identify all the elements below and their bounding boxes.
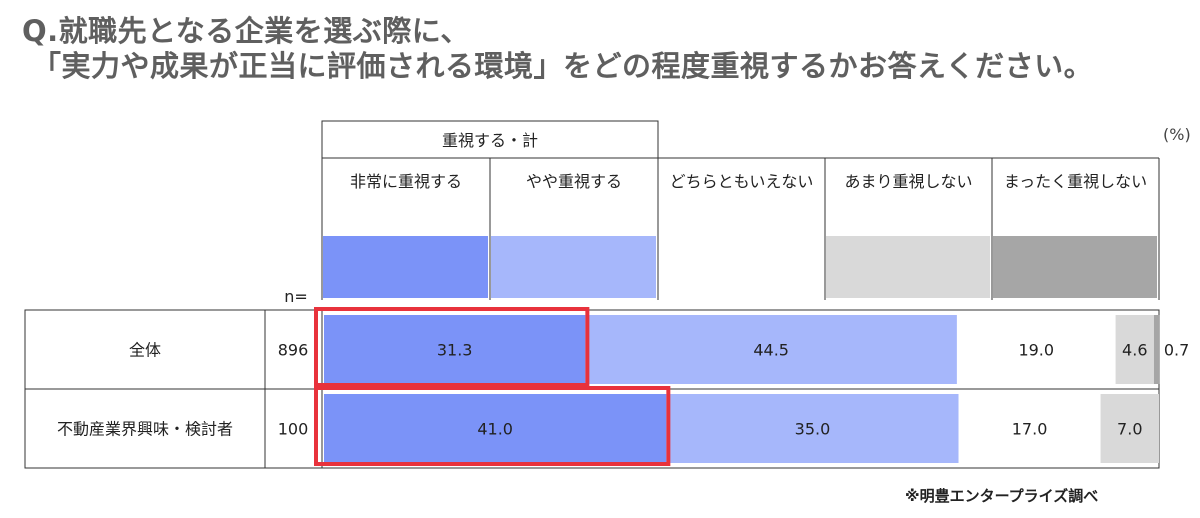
highlight-box-2 (314, 386, 671, 466)
data-label-2-4: 7.0 (1117, 420, 1142, 439)
data-label-1-2: 44.5 (753, 341, 789, 360)
n-header-label: n= (284, 287, 308, 306)
legend-label-2: やや重視する (526, 172, 622, 191)
legend-swatch-2 (491, 236, 656, 298)
highlight-box-1 (314, 307, 590, 387)
bar-2-3 (958, 394, 1101, 463)
data-label-2-3: 17.0 (1012, 420, 1048, 439)
legend-swatch-5 (993, 236, 1157, 298)
legend-label-3: どちらともいえない (670, 172, 814, 191)
legend-swatch-1 (323, 236, 488, 298)
unit-label: (%) (1163, 125, 1191, 144)
chart-grid (24, 120, 1160, 469)
category-label-2: 不動産業界興味・検討者 (57, 420, 233, 439)
category-label-1: 全体 (129, 341, 161, 360)
bar-2-1 (324, 394, 667, 463)
n-value-1: 896 (278, 341, 309, 360)
bar-2-2 (666, 394, 959, 463)
data-label-2-1: 41.0 (477, 420, 513, 439)
data-label-1-1: 31.3 (437, 341, 473, 360)
bar-2-4 (1100, 394, 1159, 463)
bar-1-4 (1115, 315, 1154, 384)
data-label-1-5: 0.7 (1164, 341, 1189, 360)
data-label-2-2: 35.0 (795, 420, 831, 439)
bar-1-1 (324, 315, 586, 384)
legend-label-4: あまり重視しない (844, 172, 972, 191)
legend-label-5: まったく重視しない (1004, 172, 1147, 191)
bar-1-3 (956, 315, 1116, 384)
n-value-2: 100 (278, 420, 309, 439)
legend-label-1: 非常に重視する (350, 172, 462, 191)
bar-1-2 (585, 315, 957, 384)
data-label-1-4: 4.6 (1122, 341, 1147, 360)
title-line-1: Q.就職先となる企業を選ぶ際に、 (22, 14, 470, 48)
title-line-2: 「実力や成果が正当に評価される環境」をどの程度重視するかお答えください。 (32, 49, 1094, 84)
legend-swatch-3 (659, 236, 823, 298)
legend-swatch-4 (826, 236, 990, 298)
chart-title: Q.就職先となる企業を選ぶ際に、 「実力や成果が正当に評価される環境」をどの程度… (22, 14, 1093, 85)
bar-1-5 (1153, 315, 1160, 384)
chart-bars (323, 236, 1160, 463)
source-credit: ※明豊エンタープライズ調べ (905, 487, 1099, 505)
group-header-label: 重視する・計 (442, 131, 538, 150)
data-label-1-3: 19.0 (1018, 341, 1054, 360)
